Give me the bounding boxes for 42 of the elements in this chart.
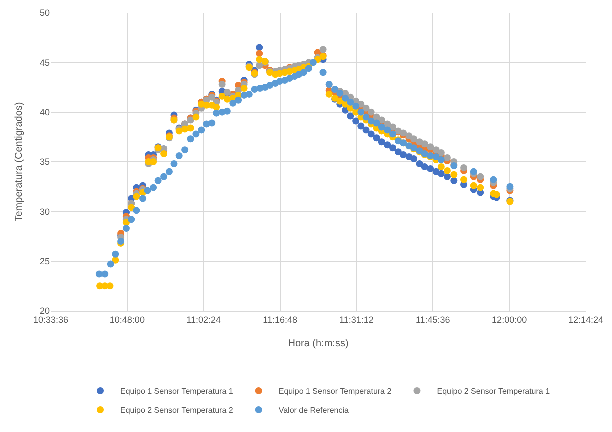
x-axis-title: Hora (h:m:ss) (288, 338, 349, 350)
point (444, 173, 451, 180)
legend-label: Equipo 2 Sensor Temperatura 2 (120, 406, 234, 416)
point (400, 152, 408, 159)
point (362, 126, 370, 134)
point (256, 50, 264, 58)
point (421, 163, 428, 170)
x-tick-label: 12:14:24 (568, 314, 604, 325)
x-tick-label: 10:48:00 (110, 314, 145, 325)
legend-label: Equipo 1 Sensor Temperatura 2 (278, 387, 392, 396)
legend-label: Equipo 2 Sensor Temperatura 1 (437, 387, 551, 396)
point (373, 134, 380, 142)
point (256, 44, 264, 52)
x-tick-label: 11:45:36 (416, 314, 450, 325)
legend-label: Valor de Referencia (278, 406, 350, 416)
point (368, 130, 375, 138)
x-tick-label: 11:16:48 (263, 314, 298, 325)
point (384, 142, 392, 149)
point (450, 177, 458, 184)
point (347, 112, 354, 120)
point (416, 160, 424, 168)
point (438, 170, 445, 178)
y-tick-label: 40 (40, 107, 50, 118)
x-tick-label: 12:00:00 (492, 314, 528, 325)
x-tick-label: 11:31:12 (340, 314, 374, 325)
x-tick-label: 10:33:36 (33, 314, 69, 325)
legend-label: Equipo 1 Sensor Temperatura 1 (120, 387, 234, 396)
y-tick-label: 30 (40, 206, 50, 217)
point (358, 122, 365, 130)
y-tick-label: 25 (40, 256, 50, 266)
point (390, 144, 397, 152)
point (427, 165, 434, 172)
y-axis-title: Temperatura (Centigrados) (14, 102, 25, 222)
y-tick-label: 35 (40, 157, 50, 168)
y-tick-label: 45 (40, 58, 50, 68)
point (394, 148, 402, 156)
point (378, 138, 386, 146)
y-tick-label: 50 (40, 8, 50, 18)
point (410, 156, 418, 163)
x-tick-label: 11:02:24 (186, 314, 222, 325)
point (352, 118, 360, 125)
y-tick-label: 20 (40, 306, 50, 316)
